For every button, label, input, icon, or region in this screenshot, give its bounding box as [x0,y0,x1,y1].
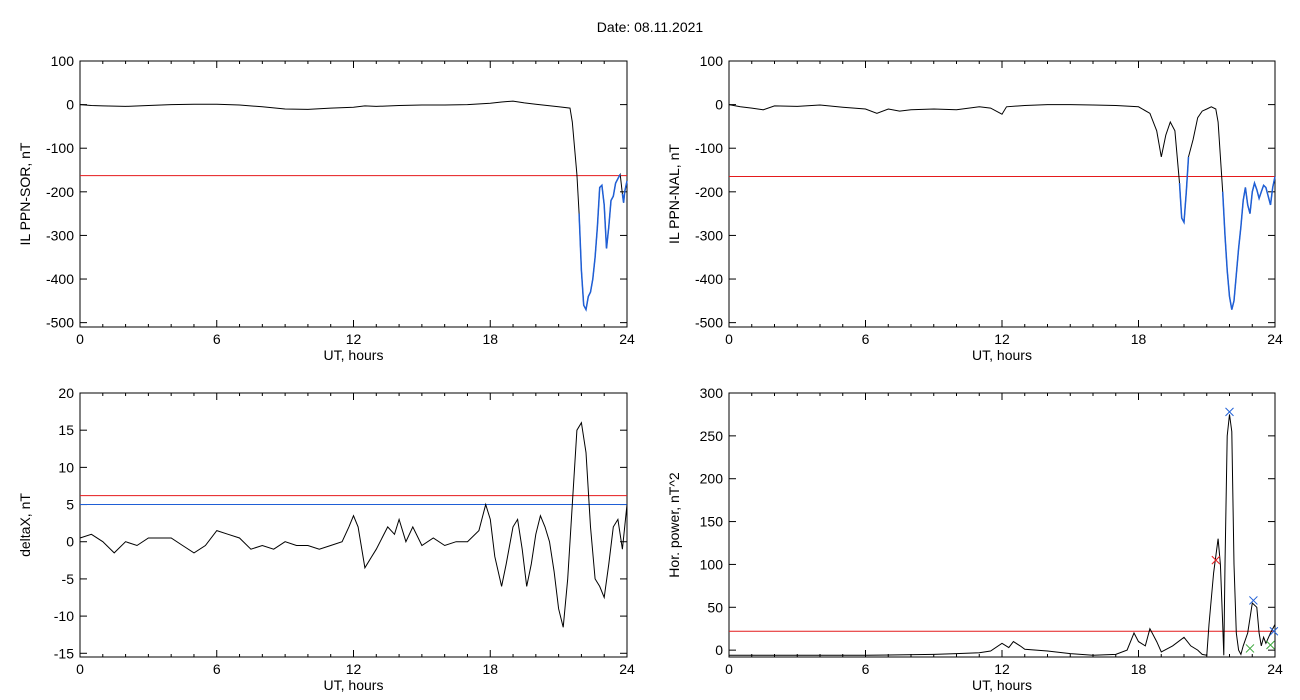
series-line [729,414,1276,656]
marker-blue [1249,596,1258,605]
series-highlight [1221,176,1276,310]
y-tick-label: 5 [66,497,74,513]
series-highlight [1178,156,1190,225]
x-tick-label: 6 [862,661,870,677]
x-axis-label: UT, hours [972,347,1032,363]
x-tick-label: 6 [213,661,221,677]
marker-stroke [1245,644,1255,653]
marker-blue [1269,626,1279,636]
marker-stroke [1266,640,1275,650]
series-highlight [621,180,628,203]
y-axis-label: Hor. power, nT^2 [666,472,682,578]
x-axis-label: UT, hours [324,347,384,363]
series-line [79,421,628,628]
figure-title: Date: 08.11.2021 [596,19,704,35]
x-tick-label: 18 [482,661,498,677]
plot-frame [728,392,1276,658]
y-tick-label: -100 [695,140,723,156]
marker-stroke [1211,555,1221,565]
x-tick-label: 6 [213,331,221,347]
y-tick-label: 100 [700,556,724,572]
marker-stroke [1269,626,1279,636]
x-tick-label: 0 [76,331,84,347]
marker-green [1266,640,1275,650]
y-tick-label: -200 [695,184,723,200]
plot-frame [79,60,628,328]
y-tick-label: -15 [54,645,74,661]
x-tick-label: 24 [619,331,635,347]
marker-stroke [1249,596,1258,605]
y-tick-label: -5 [62,571,75,587]
y-tick-label: 100 [700,53,724,69]
y-tick-label: 300 [700,385,724,401]
y-tick-label: 20 [58,385,74,401]
y-tick-label: 15 [58,422,74,438]
y-tick-label: 200 [700,471,724,487]
y-tick-label: 0 [715,97,723,113]
x-axis-label: UT, hours [324,677,384,693]
y-tick-label: -500 [695,315,723,331]
x-tick-label: 12 [994,661,1010,677]
x-tick-label: 12 [346,331,362,347]
y-tick-label: -200 [46,184,74,200]
chart-deltax: 0 6 12 18 24 20 15 10 5 0 -5 -10 -15 UT, hours deltaX,… [17,385,635,693]
y-tick-label: 250 [700,428,724,444]
x-tick-label: 0 [76,661,84,677]
x-tick-label: 6 [862,331,870,347]
y-tick-label: -10 [54,608,74,624]
series-line [79,100,628,312]
y-tick-label: 0 [715,642,723,658]
y-tick-label: 0 [66,534,74,550]
x-tick-label: 18 [1131,331,1147,347]
y-tick-label: 100 [51,53,75,69]
y-tick-label: 50 [707,599,723,615]
plot-frame [79,392,628,658]
marker-blue [1225,407,1234,417]
series-highlight [578,174,621,312]
y-tick-label: -400 [46,271,74,287]
y-tick-label: -300 [46,227,74,243]
marker-green [1245,644,1255,653]
y-tick-label: -400 [695,271,723,287]
x-tick-label: 24 [1267,661,1283,677]
y-tick-label: -500 [46,315,74,331]
y-axis-label: IL PPN-SOR, nT [17,142,33,245]
x-tick-label: 0 [725,331,733,347]
x-tick-label: 18 [482,331,498,347]
chart-hor-power: 0 6 12 18 24 300 250 200 150 100 50 0 UT, hours Hor. … [666,385,1283,693]
x-tick-label: 24 [1267,331,1283,347]
chart-il-sor: 0 6 12 18 24 100 0 -100 -200 -300 -400 -500 UT, hour… [17,53,635,363]
series-line [728,104,1276,310]
y-axis-label: IL PPN-NAL, nT [666,144,682,244]
chart-il-nal: 0 6 12 18 24 100 0 -100 -200 -300 -400 -500 UT, hour… [666,53,1283,363]
x-tick-label: 12 [346,661,362,677]
plot-frame [728,60,1276,328]
x-axis-label: UT, hours [972,677,1032,693]
marker-stroke [1225,407,1234,417]
x-tick-label: 24 [619,661,635,677]
x-tick-label: 12 [994,331,1010,347]
marker-red [1211,555,1221,565]
y-tick-label: 10 [58,459,74,475]
y-tick-label: -300 [695,227,723,243]
y-axis-label: deltaX, nT [17,493,33,557]
y-tick-label: 0 [66,97,74,113]
x-tick-label: 18 [1131,661,1147,677]
y-tick-label: -100 [46,140,74,156]
y-tick-label: 150 [700,514,724,530]
x-tick-label: 0 [725,661,733,677]
